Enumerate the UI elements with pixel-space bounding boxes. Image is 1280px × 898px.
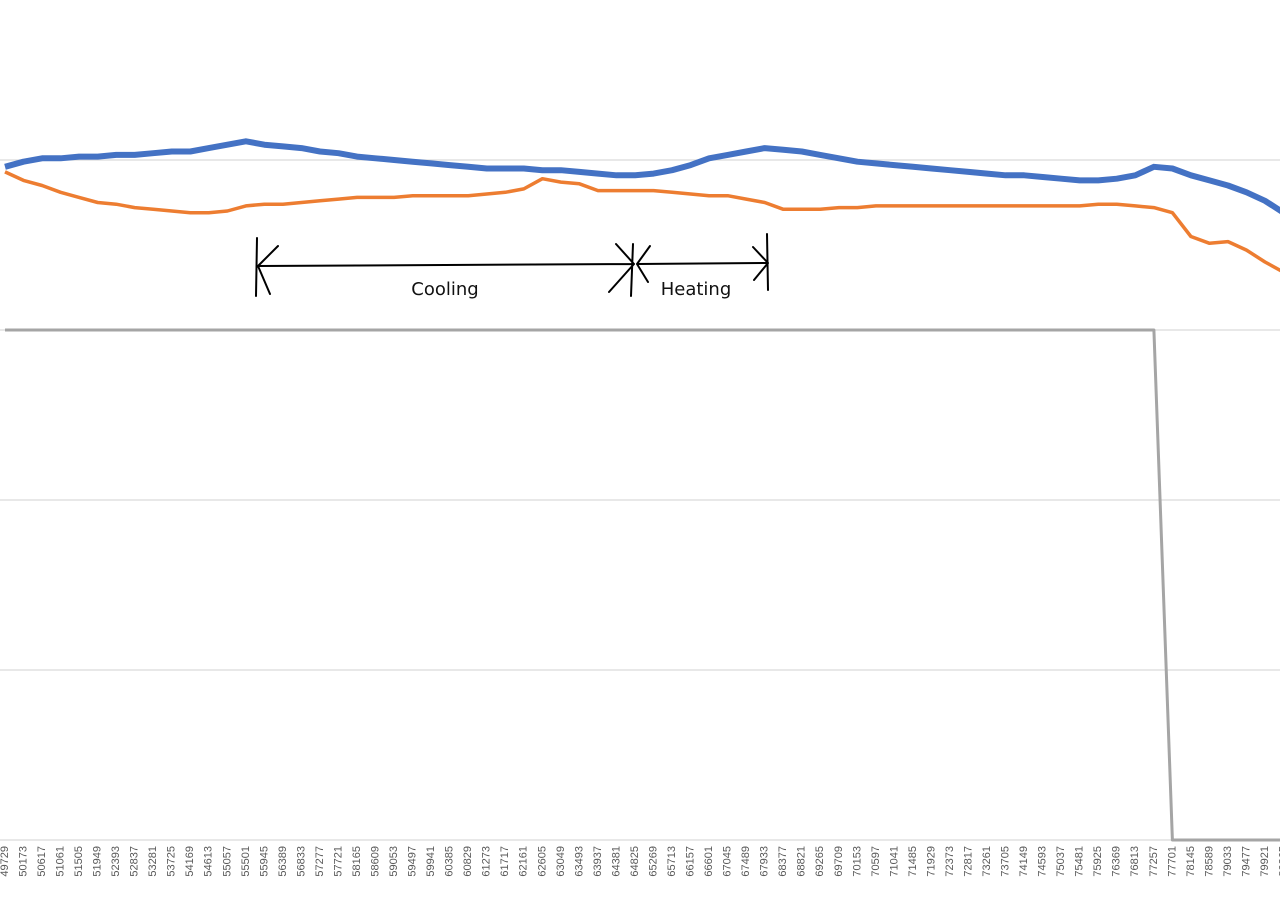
- x-tick-label: 74593: [1037, 846, 1049, 877]
- annotation-arrows: [255, 233, 769, 297]
- x-tick-label: 76813: [1129, 846, 1141, 877]
- x-tick-label: 79033: [1222, 846, 1234, 877]
- x-tick-label: 50617: [36, 846, 48, 877]
- x-tick-label: 50173: [17, 846, 29, 877]
- x-tick-label: 78589: [1203, 846, 1215, 877]
- x-tick-label: 72817: [962, 846, 974, 877]
- x-tick-label: 56833: [295, 846, 307, 877]
- x-tick-label: 67933: [759, 846, 771, 877]
- x-tick-label: 65269: [647, 846, 659, 877]
- line-series: [4, 138, 1280, 214]
- x-tick-label: 71041: [888, 846, 900, 877]
- x-tick-label: 75037: [1055, 846, 1067, 877]
- x-tick-label: 73705: [1000, 846, 1012, 877]
- x-tick-label: 68377: [777, 846, 789, 877]
- x-tick-label: 73261: [981, 846, 993, 877]
- x-tick-label: 78145: [1185, 846, 1197, 877]
- x-tick-label: 76369: [1111, 846, 1123, 877]
- x-tick-label: 62605: [536, 846, 548, 877]
- x-tick-label: 54169: [184, 846, 196, 877]
- plot: 49729 50173 50617 51061 51505 51949 52393 52837…: [0, 138, 1280, 877]
- x-tick-label: 51061: [54, 846, 66, 877]
- x-tick-label: 62161: [518, 846, 530, 877]
- x-tick-label: 55057: [221, 846, 233, 877]
- x-tick-label: 69265: [814, 846, 826, 877]
- x-tick-label: 75481: [1074, 846, 1086, 877]
- x-tick-label: 51505: [73, 846, 85, 877]
- x-tick-label: 79477: [1240, 846, 1252, 877]
- x-tick-label: 58609: [370, 846, 382, 877]
- x-tick-label: 53281: [147, 846, 159, 877]
- x-tick-label: 64825: [629, 846, 641, 877]
- annotation: Heating: [661, 279, 732, 300]
- x-tick-label: 57721: [332, 846, 344, 877]
- annotation: Cooling: [411, 279, 478, 300]
- x-tick-label: 54613: [203, 846, 215, 877]
- x-tick-label: 55945: [258, 846, 270, 877]
- x-tick-label: 61273: [481, 846, 493, 877]
- x-tick-label: 64381: [610, 846, 622, 877]
- x-tick-label: 63937: [592, 846, 604, 877]
- x-tick-label: 70597: [870, 846, 882, 877]
- x-tick-label: 70153: [851, 846, 863, 877]
- x-tick-label: 77257: [1148, 846, 1160, 877]
- x-tick-label: 74149: [1018, 846, 1030, 877]
- x-tick-label: 60385: [444, 846, 456, 877]
- heating-arrow: [636, 233, 769, 291]
- x-tick-label: 80365: [1277, 846, 1280, 877]
- x-tick-label: 55501: [240, 846, 252, 877]
- x-tick-label: 71929: [925, 846, 937, 877]
- x-tick-label: 60829: [462, 846, 474, 877]
- x-tick-label: 72373: [944, 846, 956, 877]
- x-tick-label: 57277: [314, 846, 326, 877]
- x-tick-label: 56389: [277, 846, 289, 877]
- x-tick-label: 68821: [796, 846, 808, 877]
- x-tick-label: 61717: [499, 846, 511, 877]
- x-tick-label: 71485: [907, 846, 919, 877]
- x-tick-label: 67489: [740, 846, 752, 877]
- x-tick-label: 52837: [129, 846, 141, 877]
- x-tick-label: 66157: [685, 846, 697, 877]
- x-tick-label: 79921: [1259, 846, 1271, 877]
- x-tick-label: 65713: [666, 846, 678, 877]
- x-tick-label: 67045: [722, 846, 734, 877]
- x-tick-label: 53725: [166, 846, 178, 877]
- x-tick-label: 58165: [351, 846, 363, 877]
- x-tick-label: 63049: [555, 846, 567, 877]
- x-tick-label: 59941: [425, 846, 437, 877]
- x-tick-label: 52393: [110, 846, 122, 877]
- x-tick-label: 59053: [388, 846, 400, 877]
- x-tick-label: 49729: [0, 846, 11, 877]
- x-tick-label: 63493: [573, 846, 585, 877]
- x-tick-label: 51949: [92, 846, 104, 877]
- line-series: [5, 328, 1280, 842]
- line-series: [4, 170, 1280, 273]
- x-tick-label: 59497: [407, 846, 419, 877]
- x-tick-label: 77701: [1166, 846, 1178, 877]
- x-tick-label: 66601: [703, 846, 715, 877]
- cooling-arrow: [255, 237, 635, 297]
- x-tick-label: 75925: [1092, 846, 1104, 877]
- x-tick-label: 69709: [833, 846, 845, 877]
